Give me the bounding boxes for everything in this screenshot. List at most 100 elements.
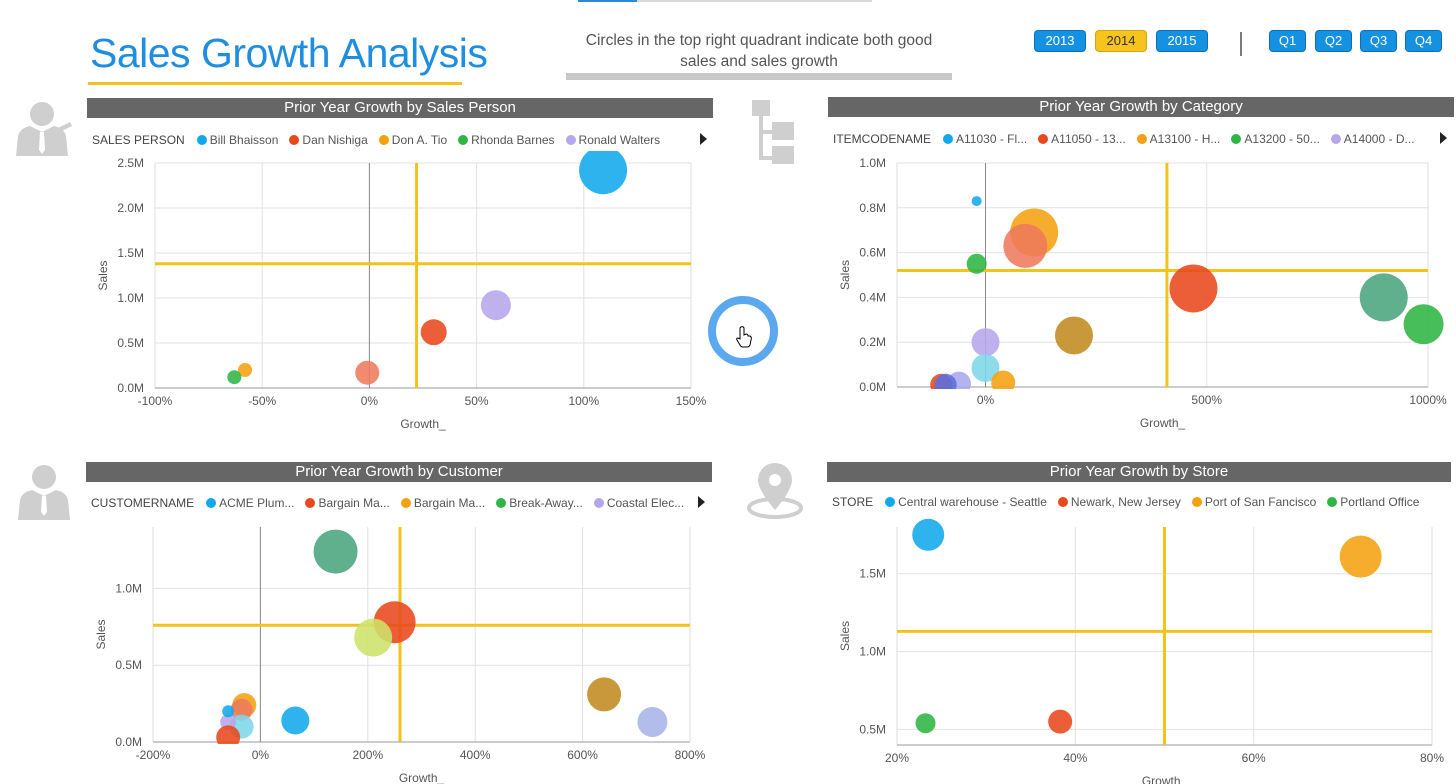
subtitle-scrollbar[interactable] xyxy=(566,73,952,80)
legend-item[interactable]: Port of San Fancisco xyxy=(1191,495,1316,509)
bubble xyxy=(355,360,380,385)
x-tick-label: 20% xyxy=(885,751,909,765)
legend-dot xyxy=(1231,134,1242,144)
bubble xyxy=(971,196,982,207)
x-axis-title: Growth_ xyxy=(1140,416,1186,430)
salesperson-legend-next-arrow[interactable] xyxy=(700,133,707,145)
legend-item[interactable]: Break-Away... xyxy=(496,496,583,510)
bubble xyxy=(480,290,511,321)
legend-dot xyxy=(1330,134,1341,144)
legend-dot xyxy=(400,498,411,508)
bubble xyxy=(1048,709,1073,734)
x-tick-label: 150% xyxy=(676,394,707,408)
legend-item[interactable]: Ronald Walters xyxy=(565,133,661,147)
legend-item[interactable]: Central warehouse - Seattle xyxy=(885,495,1047,509)
legend-label: A13100 - H... xyxy=(1149,132,1221,146)
bubble xyxy=(579,151,628,195)
legend-item[interactable]: A11030 - Fl... xyxy=(943,132,1027,146)
bubble xyxy=(915,713,936,734)
legend-item[interactable]: Coastal Elec... xyxy=(593,496,684,510)
legend-dot xyxy=(289,135,300,145)
legend-label: A14000 - D... xyxy=(1343,132,1415,146)
bubble xyxy=(1055,316,1093,355)
legend-dot xyxy=(593,498,604,508)
year-button-2015[interactable]: 2015 xyxy=(1156,30,1208,52)
bubble xyxy=(1169,264,1218,313)
bubble xyxy=(1003,223,1048,268)
category-panel-header: Prior Year Growth by Category xyxy=(828,97,1454,117)
bubble xyxy=(1403,304,1444,345)
legend-title: SALES PERSON xyxy=(92,133,185,147)
legend-label: Portland Office xyxy=(1340,495,1420,509)
legend-dot xyxy=(1327,497,1338,507)
customer-legend-next-arrow[interactable] xyxy=(698,496,705,508)
tab-active[interactable] xyxy=(578,0,637,2)
x-tick-label: 800% xyxy=(675,748,706,762)
bubble xyxy=(934,373,957,389)
legend-item[interactable]: Don A. Tio xyxy=(378,133,447,147)
y-tick-label: 2.5M xyxy=(117,156,144,170)
legend-dot xyxy=(458,135,469,145)
legend-dot xyxy=(196,135,207,145)
x-tick-label: 0% xyxy=(977,393,995,407)
quarter-button-q3[interactable]: Q3 xyxy=(1360,30,1397,52)
y-tick-label: 2.0M xyxy=(117,201,144,215)
legend-item[interactable]: Bill Bhaisson xyxy=(196,133,278,147)
year-button-2014[interactable]: 2014 xyxy=(1095,30,1147,52)
bubble-group xyxy=(930,196,1444,389)
legend-item[interactable]: Bargain Ma... xyxy=(400,496,485,510)
year-button-2013[interactable]: 2013 xyxy=(1034,30,1086,52)
quarter-button-q4[interactable]: Q4 xyxy=(1405,30,1442,52)
y-axis-title: Sales xyxy=(94,619,108,649)
customer-legend: CUSTOMERNAME ACME Plum... Bargain Ma... … xyxy=(91,493,695,513)
legend-item[interactable]: Dan Nishiga xyxy=(289,133,368,147)
quarter-button-q2[interactable]: Q2 xyxy=(1315,30,1352,52)
legend-dot xyxy=(305,498,316,508)
y-tick-label: 0.5M xyxy=(859,722,886,736)
legend-item[interactable]: A14000 - D... xyxy=(1330,132,1415,146)
legend-item[interactable]: ACME Plum... xyxy=(206,496,294,510)
x-tick-label: 80% xyxy=(1420,751,1444,765)
legend-item[interactable]: A13100 - H... xyxy=(1136,132,1221,146)
map-pin-icon xyxy=(747,463,803,519)
y-tick-label: 0.0M xyxy=(859,380,886,394)
legend-item[interactable]: Portland Office xyxy=(1327,495,1419,509)
bubble-group xyxy=(216,529,668,744)
y-tick-label: 1.5M xyxy=(859,567,886,581)
legend-label: A11050 - 13... xyxy=(1051,132,1126,146)
tab-inactive[interactable] xyxy=(637,0,872,2)
x-axis-title: Growth_ xyxy=(1142,774,1188,784)
y-axis-title: Sales xyxy=(96,260,110,290)
bubble xyxy=(281,706,310,735)
category-legend-next-arrow[interactable] xyxy=(1440,132,1447,144)
bubble xyxy=(220,714,237,731)
legend-item[interactable]: Bargain Ma... xyxy=(305,496,390,510)
bubble xyxy=(971,353,1000,382)
bubble-group xyxy=(912,518,1382,734)
y-tick-label: 1.0M xyxy=(117,291,144,305)
quarter-button-q1[interactable]: Q1 xyxy=(1269,30,1306,52)
legend-item[interactable]: A13200 - 50... xyxy=(1231,132,1320,146)
legend-label: Ronald Walters xyxy=(578,133,661,147)
legend-dot xyxy=(1038,134,1049,144)
x-tick-label: 0% xyxy=(361,394,379,408)
y-tick-label: 1.0M xyxy=(859,156,886,170)
bubble xyxy=(966,253,987,274)
legend-item[interactable]: Rhonda Barnes xyxy=(458,133,555,147)
legend-dot xyxy=(1136,134,1147,144)
customer-icon xyxy=(18,465,70,520)
legend-label: Central warehouse - Seattle xyxy=(898,495,1047,509)
store-panel-header: Prior Year Growth by Store xyxy=(827,462,1451,482)
legend-item[interactable]: A11050 - 13... xyxy=(1038,132,1126,146)
bubble xyxy=(216,725,241,744)
legend-dot xyxy=(1191,497,1202,507)
x-tick-label: 100% xyxy=(568,394,599,408)
legend-item[interactable]: Newark, New Jersey xyxy=(1057,495,1181,509)
bubble xyxy=(230,698,253,721)
legend-label: A11030 - Fl... xyxy=(956,132,1028,146)
bubble xyxy=(991,370,1016,389)
